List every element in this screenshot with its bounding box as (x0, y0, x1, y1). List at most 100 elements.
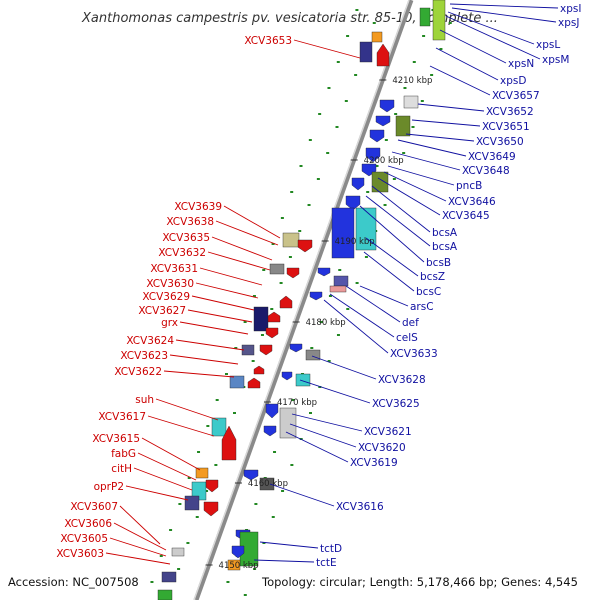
gene-feature-right (331, 207, 355, 259)
gene-label-left[interactable]: XCV3629 (142, 291, 190, 303)
gene-feature-left (161, 571, 177, 583)
kbp-label: 4160 kbp (248, 479, 288, 489)
label-leader-right (365, 237, 419, 277)
label-leader-right (447, 11, 535, 45)
gene-label-right[interactable]: XCV3649 (468, 151, 516, 163)
gene-label-left[interactable]: oprP2 (94, 481, 124, 493)
gene-label-right[interactable]: celS (396, 332, 418, 344)
gene-label-left[interactable]: XCV3606 (64, 518, 112, 530)
gene-label-left[interactable]: XCV3639 (174, 201, 222, 213)
label-leader-left (211, 236, 273, 261)
gene-label-right[interactable]: XCV3628 (378, 374, 426, 386)
gene-feature-left (205, 479, 219, 493)
label-leader-right (371, 185, 431, 233)
gene-feature-left (376, 43, 390, 67)
gene-feature-right (395, 115, 411, 137)
label-leader-right (417, 103, 485, 112)
gene-label-right[interactable]: XCV3657 (492, 90, 540, 102)
left-gene-labels: XCV3653 XCV3639 XCV3638 XCV3635 XCV3632 XCV36… (56, 35, 361, 565)
label-leader-left (155, 398, 219, 421)
gene-label-right[interactable]: XCV3621 (364, 426, 412, 438)
gene-feature-left (279, 295, 293, 309)
label-leader-right (311, 355, 377, 380)
label-leader-left (199, 267, 263, 286)
gene-label-right[interactable]: XCV3648 (462, 165, 510, 177)
gene-label-right[interactable]: XCV3652 (486, 106, 534, 118)
label-leader-right (363, 251, 415, 292)
gene-label-left[interactable]: XCV3623 (120, 350, 168, 362)
gene-label-left[interactable]: XCV3605 (60, 533, 108, 545)
gene-label-left[interactable]: grx (161, 317, 178, 329)
label-leader-left (293, 39, 361, 59)
gene-label-right[interactable]: bcsZ (420, 271, 445, 283)
gene-feature-left (229, 375, 245, 389)
gene-label-right[interactable]: xpsN (508, 58, 534, 70)
gene-label-right[interactable]: XCV3645 (442, 210, 490, 222)
gene-label-left[interactable]: XCV3617 (98, 411, 146, 423)
label-leader-left (163, 370, 235, 378)
gene-label-right[interactable]: bcsA (432, 227, 458, 239)
kbp-label: 4170 kbp (277, 398, 317, 408)
gene-label-right[interactable]: tctE (316, 557, 337, 569)
gene-feature-left (211, 417, 227, 437)
gene-label-right[interactable]: tctD (320, 543, 342, 555)
gene-feature-right (432, 0, 446, 41)
gene-features (157, 0, 446, 600)
gene-label-right[interactable]: XCV3651 (482, 121, 530, 133)
right-gene-labels: xpsI xpsJ xpsL xpsM xpsN xpsD XCV3657 XCV3652 XC… (253, 3, 581, 569)
gene-label-right[interactable]: XCV3625 (372, 398, 420, 410)
gene-feature-left (297, 239, 313, 253)
gene-feature-left (286, 267, 300, 279)
gene-label-left[interactable]: XCV3653 (244, 35, 292, 47)
gene-label-right[interactable]: xpsL (536, 39, 560, 51)
gene-label-left[interactable]: XCV3630 (146, 278, 194, 290)
gene-label-left[interactable]: XCV3638 (166, 216, 214, 228)
gene-label-left[interactable]: XCV3627 (138, 305, 186, 317)
gene-label-left[interactable]: XCV3631 (150, 263, 198, 275)
gene-feature-right (317, 267, 331, 277)
gene-label-left[interactable]: XCV3624 (126, 335, 174, 347)
gene-label-left[interactable]: XCV3635 (162, 232, 210, 244)
gene-label-right[interactable]: pncB (456, 180, 482, 192)
label-leader-right (391, 151, 461, 171)
gene-label-left[interactable]: XCV3603 (56, 548, 104, 560)
label-leader-right (397, 139, 467, 157)
gene-label-right[interactable]: xpsI (560, 3, 581, 15)
label-leader-left (105, 552, 171, 565)
gene-label-right[interactable]: XCV3650 (476, 136, 524, 148)
gene-label-left[interactable]: citH (111, 463, 132, 475)
gene-label-left[interactable]: fabG (111, 448, 136, 460)
gene-label-left[interactable]: suh (135, 394, 154, 406)
gene-feature-left (171, 547, 185, 557)
label-leader-left (125, 485, 189, 501)
gene-feature-right (231, 545, 245, 559)
gene-label-right[interactable]: XCV3619 (350, 457, 398, 469)
genome-summary-text: Topology: circular; Length: 5,178,466 bp… (261, 575, 578, 589)
gene-label-right[interactable]: bcsC (416, 286, 441, 298)
gene-feature-right (265, 403, 279, 419)
gene-label-left[interactable]: XCV3607 (70, 501, 118, 513)
gene-feature-right (333, 275, 349, 287)
label-leader-right (445, 15, 541, 60)
gene-label-left[interactable]: XCV3632 (158, 247, 206, 259)
accession-text: Accession: NC_007508 (8, 575, 139, 589)
gene-label-right[interactable]: arsC (410, 301, 434, 313)
label-leader-right (411, 119, 481, 127)
label-leader-left (179, 321, 249, 335)
gene-label-right[interactable]: XCV3633 (390, 348, 438, 360)
gene-label-right[interactable]: bcsA (432, 241, 458, 253)
gene-label-right[interactable]: xpsJ (558, 17, 579, 29)
gene-label-right[interactable]: xpsM (542, 54, 569, 66)
gene-feature-left (253, 365, 265, 375)
gene-feature-right (379, 99, 395, 113)
gene-label-right[interactable]: bcsB (426, 257, 451, 269)
gene-label-right[interactable]: XCV3616 (336, 501, 384, 513)
gene-label-right[interactable]: XCV3646 (448, 196, 496, 208)
gene-label-right[interactable]: xpsD (500, 75, 526, 87)
gene-label-right[interactable]: def (402, 317, 419, 329)
gene-feature-right (365, 147, 381, 163)
gene-label-left[interactable]: XCV3615 (92, 433, 140, 445)
gene-label-right[interactable]: XCV3620 (358, 442, 406, 454)
gene-label-left[interactable]: XCV3622 (114, 366, 162, 378)
label-leader-right (285, 431, 349, 463)
